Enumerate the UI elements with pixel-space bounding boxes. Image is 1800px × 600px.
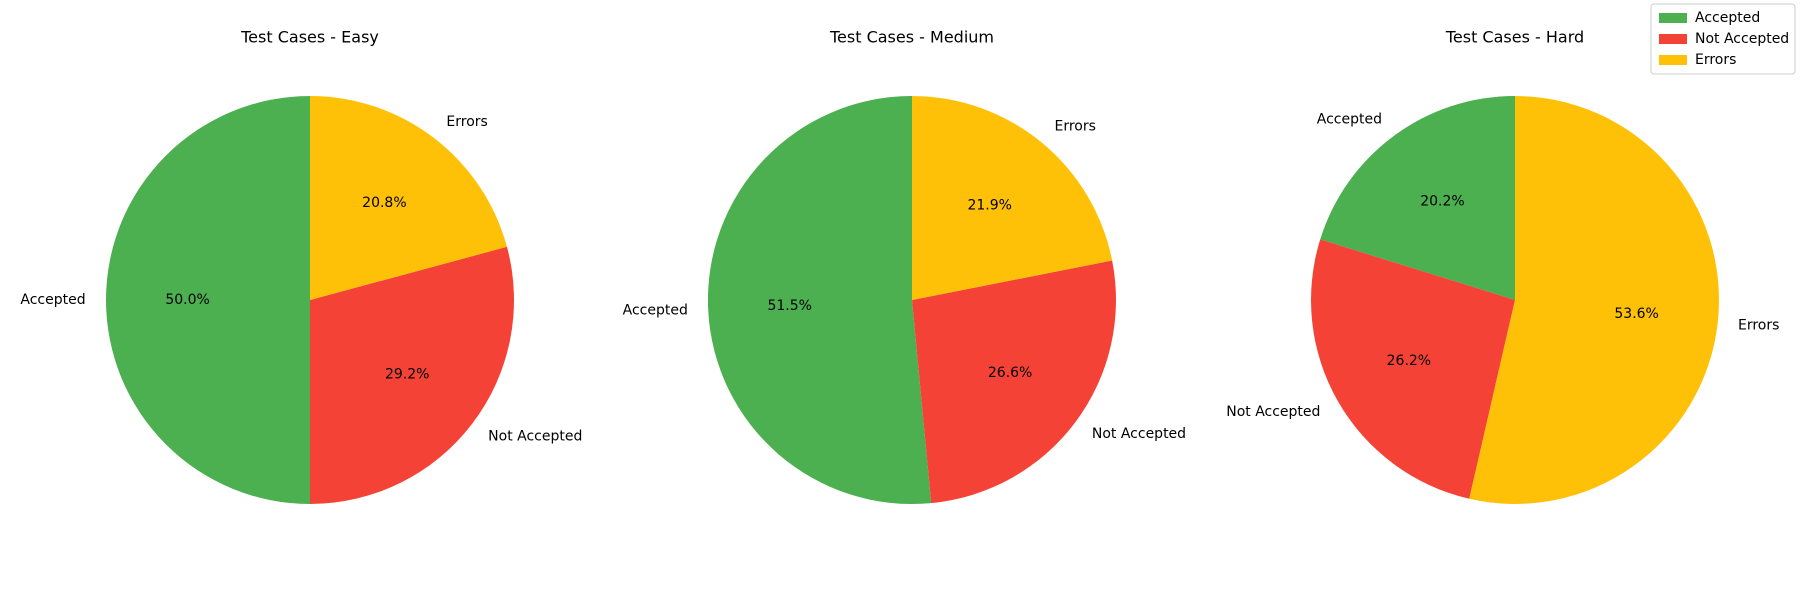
legend-swatch-accepted — [1659, 13, 1687, 23]
legend-label-errors: Errors — [1695, 52, 1736, 68]
slice-percentage-errors: 53.6% — [1614, 306, 1658, 322]
chart-title: Test Cases - Easy — [240, 28, 379, 47]
slice-label-errors: Errors — [1738, 317, 1779, 333]
slice-label-accepted: Accepted — [623, 303, 688, 319]
chart-title: Test Cases - Hard — [1445, 28, 1584, 47]
slice-label-errors: Errors — [1054, 119, 1095, 135]
legend-label-not-accepted: Not Accepted — [1695, 31, 1789, 47]
pie-slice-accepted — [707, 95, 932, 504]
slice-label-not-accepted: Not Accepted — [488, 428, 582, 444]
pie-slice-accepted — [106, 96, 310, 504]
slice-percentage-not-accepted: 26.2% — [1387, 353, 1431, 369]
chart-title: Test Cases - Medium — [829, 28, 994, 47]
slice-label-errors: Errors — [446, 114, 487, 130]
slice-percentage-not-accepted: 29.2% — [385, 366, 429, 382]
legend-swatch-errors — [1659, 55, 1687, 65]
slice-percentage-accepted: 50.0% — [165, 292, 209, 308]
slice-percentage-not-accepted: 26.6% — [988, 365, 1032, 381]
slice-percentage-accepted: 51.5% — [767, 298, 811, 314]
legend-label-accepted: Accepted — [1695, 10, 1760, 26]
legend-swatch-not-accepted — [1659, 34, 1687, 44]
slice-label-not-accepted: Not Accepted — [1226, 404, 1320, 420]
pie-slice-not-accepted — [310, 246, 515, 505]
slice-label-accepted: Accepted — [20, 292, 85, 308]
pie-chart-1: Test Cases - Easy Accepted 50.0% Not Accept… — [20, 28, 582, 505]
slice-percentage-errors: 21.9% — [967, 197, 1011, 213]
pie-charts-group: Test Cases - Easy Accepted 50.0% Not Accept… — [20, 28, 1779, 505]
pie-slice-accepted — [1320, 96, 1515, 300]
pie-slice-errors — [310, 96, 507, 300]
slice-label-accepted: Accepted — [1317, 111, 1382, 127]
pie-slice-not-accepted — [912, 260, 1116, 504]
slice-percentage-errors: 20.8% — [362, 195, 406, 211]
pie-slice-errors — [912, 96, 1113, 300]
pie-slice-errors — [1469, 96, 1720, 504]
pie-chart-3: Test Cases - Hard Accepted 20.2% Not Accept… — [1226, 28, 1779, 504]
pie-slice-not-accepted — [1311, 239, 1515, 499]
slice-label-not-accepted: Not Accepted — [1092, 426, 1186, 442]
slice-percentage-accepted: 20.2% — [1420, 193, 1464, 209]
pie-chart-2: Test Cases - Medium Accepted 51.5% Not Acce… — [623, 28, 1186, 504]
legend: Accepted Not Accepted Errors — [1650, 3, 1796, 75]
